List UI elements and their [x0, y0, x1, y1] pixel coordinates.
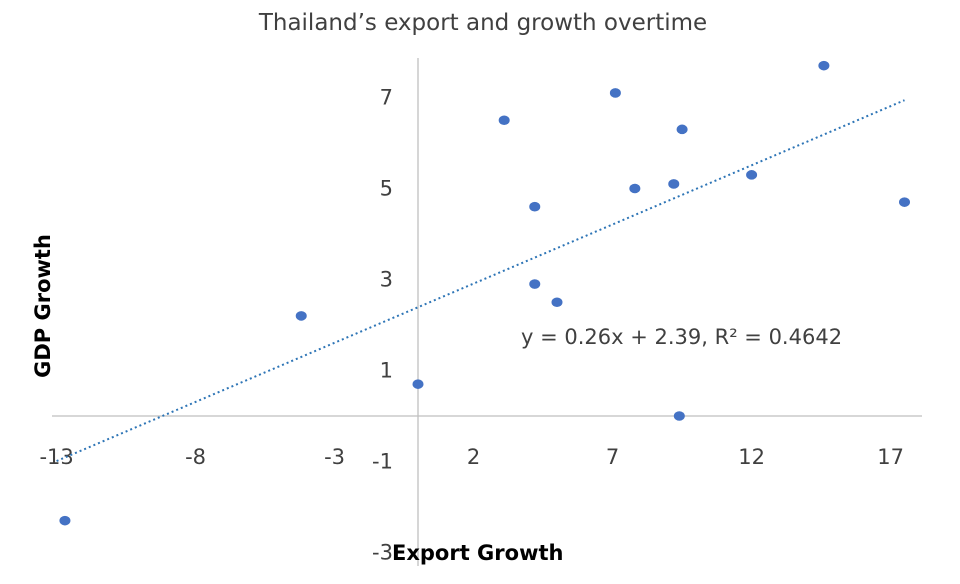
- data-point: [59, 515, 71, 526]
- y-tick-label: -3: [372, 541, 393, 565]
- data-point: [629, 183, 641, 194]
- x-tick-label: 17: [877, 445, 904, 469]
- x-tick-label: 12: [738, 445, 765, 469]
- chart-title: Thailand’s export and growth overtime: [258, 10, 707, 36]
- data-point: [609, 88, 621, 98]
- data-point: [899, 197, 910, 207]
- data-point: [295, 311, 307, 321]
- y-tick-label: 1: [380, 359, 393, 383]
- data-point: [551, 297, 563, 308]
- data-point: [668, 179, 680, 189]
- x-tick-label: 7: [606, 445, 619, 469]
- y-tick-label: 7: [380, 86, 393, 110]
- y-tick-labels: -3 -1 1 3 5 7: [372, 86, 393, 565]
- x-tick-label: -13: [39, 445, 73, 469]
- y-tick-label: 5: [380, 177, 393, 201]
- x-tick-label: -3: [324, 445, 345, 469]
- trendline-equation: y = 0.26x + 2.39, R² = 0.4642: [521, 325, 842, 349]
- y-tick-label: 3: [380, 268, 393, 292]
- data-point: [498, 115, 510, 126]
- x-axis-title: Export Growth: [392, 541, 563, 565]
- data-point: [676, 124, 688, 135]
- y-tick-label: -1: [372, 450, 393, 474]
- data-point: [412, 379, 424, 389]
- x-tick-labels: -13 -8 -3 2 7 12 17: [39, 445, 904, 469]
- data-points: [59, 60, 910, 526]
- data-point: [818, 60, 830, 71]
- data-point: [746, 170, 758, 180]
- axes: [52, 58, 922, 566]
- data-point: [673, 411, 685, 421]
- y-axis-title: GDP Growth: [31, 234, 55, 378]
- data-point: [529, 201, 541, 212]
- trendline-group: [56, 99, 905, 462]
- x-tick-label: -8: [185, 445, 206, 469]
- x-tick-label: 2: [467, 445, 480, 469]
- data-point: [529, 279, 541, 289]
- trendline: [56, 99, 905, 462]
